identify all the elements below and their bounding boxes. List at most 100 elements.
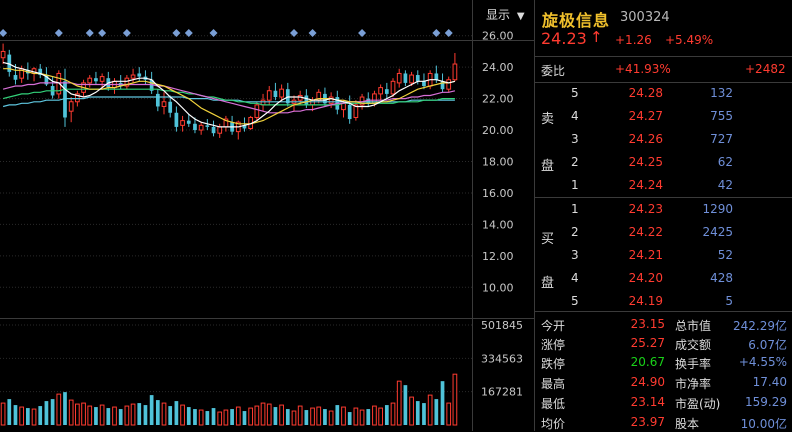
candle-body <box>415 75 420 82</box>
sell-level: 4 <box>571 109 579 123</box>
price-change-percent: +5.49% <box>665 33 714 47</box>
volume-bar <box>260 402 266 426</box>
candle-body <box>124 77 130 87</box>
volume-bar <box>434 399 439 425</box>
candle-body <box>87 77 93 84</box>
ma5-line <box>2 61 456 128</box>
candle-body <box>211 126 216 134</box>
candle-body <box>217 126 223 134</box>
volume-bar <box>323 409 327 425</box>
sell-price[interactable]: 24.28 <box>628 86 663 100</box>
buy-side-label: 买 <box>541 232 555 247</box>
candle-body <box>328 96 334 104</box>
volume-bar <box>223 409 229 426</box>
volume-bar <box>161 402 167 426</box>
event-marker-icon[interactable] <box>184 29 193 37</box>
volume-bar <box>168 406 173 425</box>
sell-volume: 42 <box>717 178 733 192</box>
kline-chart[interactable]: 26.00 24.00 22.00 20.00 18.00 16.00 14.00 12.00… <box>0 0 535 431</box>
stat-value: 6.07亿 <box>748 338 787 352</box>
volume-bar <box>205 411 210 425</box>
event-marker-icon[interactable] <box>289 29 298 37</box>
candle-body <box>366 98 371 104</box>
candle-body <box>353 104 359 118</box>
candle-body <box>155 93 160 107</box>
buy-price[interactable]: 24.23 <box>628 202 663 216</box>
candle-body <box>44 75 49 85</box>
event-marker-icon[interactable] <box>122 29 131 37</box>
sell-price[interactable]: 24.25 <box>628 155 663 169</box>
divider <box>535 197 792 198</box>
volume-bar <box>94 407 98 425</box>
volume-bar <box>415 401 420 425</box>
volume-bar <box>198 409 204 426</box>
volume-tick-label: 501845 <box>481 319 523 332</box>
candle-body <box>99 76 105 82</box>
event-marker-icon[interactable] <box>0 29 8 37</box>
buy-price[interactable]: 24.22 <box>628 225 663 239</box>
chart-top-divider <box>0 40 535 41</box>
volume-bar <box>130 403 136 426</box>
divider <box>535 56 792 57</box>
stat-label: 均价 <box>541 417 566 431</box>
event-marker-icon[interactable] <box>85 29 94 37</box>
event-marker-icon[interactable] <box>54 29 63 37</box>
candle-body <box>242 125 247 129</box>
price-change: +1.26 <box>615 33 652 47</box>
sell-price[interactable]: 24.24 <box>628 178 663 192</box>
volume-bar <box>44 401 49 425</box>
event-marker-icon[interactable] <box>444 29 453 37</box>
volume-bar <box>297 405 303 426</box>
event-marker-icon[interactable] <box>358 29 367 37</box>
candle-body <box>396 72 402 84</box>
volume-bar <box>174 401 179 425</box>
volume-bar <box>242 411 247 425</box>
event-marker-icon[interactable] <box>432 29 441 37</box>
candle-body <box>440 81 445 90</box>
volume-bar <box>440 381 445 425</box>
volume-bar <box>106 408 111 425</box>
volume-bar <box>384 405 389 425</box>
volume-bar <box>266 403 272 426</box>
sell-price[interactable]: 24.27 <box>628 109 663 123</box>
volume-bar <box>50 399 55 425</box>
volume-bar <box>38 406 43 425</box>
stat-value: 17.40 <box>752 375 787 389</box>
sell-volume: 755 <box>710 109 733 123</box>
price-tick-label: 24.00 <box>482 61 514 74</box>
volume-bar <box>7 399 12 425</box>
display-toggle-button[interactable]: 显示 ▼ <box>486 6 525 23</box>
volume-bar <box>347 412 352 425</box>
stat-label: 成交额 <box>675 338 712 352</box>
divider <box>535 311 792 312</box>
buy-price[interactable]: 24.19 <box>628 294 663 308</box>
volume-bar <box>422 403 426 425</box>
ma30-line <box>2 88 455 106</box>
stat-value: 23.15 <box>630 317 665 331</box>
sell-price[interactable]: 24.26 <box>628 132 663 146</box>
sell-level: 5 <box>571 86 579 100</box>
sell-level: 2 <box>571 155 579 169</box>
event-marker-icon[interactable] <box>172 29 181 37</box>
price-tick-label: 14.00 <box>482 218 514 231</box>
volume-bar <box>273 407 278 425</box>
event-marker-icon[interactable] <box>209 29 218 37</box>
event-marker-icon[interactable] <box>308 29 317 37</box>
stat-label: 最低 <box>541 397 566 411</box>
volume-bar <box>341 406 346 426</box>
volume-bar <box>99 404 105 426</box>
buy-price[interactable]: 24.20 <box>628 271 663 285</box>
stat-label: 市净率 <box>675 377 712 391</box>
event-marker-icon[interactable] <box>98 29 107 37</box>
stat-label: 今开 <box>541 319 566 333</box>
buy-price[interactable]: 24.21 <box>628 248 663 262</box>
volume-bar <box>285 409 290 425</box>
candle-body <box>130 74 136 79</box>
volume-bar <box>446 402 452 426</box>
volume-bar <box>217 411 223 426</box>
candle-body <box>304 95 309 105</box>
buy-volume: 428 <box>710 271 733 285</box>
stat-value: 23.14 <box>630 395 665 409</box>
candle-body <box>205 125 210 127</box>
stat-label: 市盈(动) <box>675 397 721 411</box>
